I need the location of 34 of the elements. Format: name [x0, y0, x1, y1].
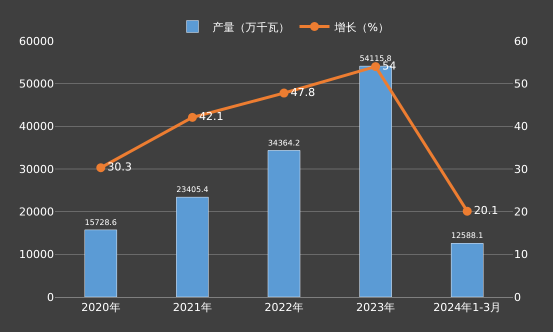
- y2-tick-label: 60: [514, 34, 528, 48]
- bar: [268, 150, 300, 297]
- x-tick-label: 2024年1-3月: [433, 301, 502, 314]
- x-tick-label: 2020年: [81, 301, 120, 314]
- y2-tick-label: 50: [514, 78, 528, 91]
- y-tick-label: 40000: [19, 120, 54, 134]
- point: [371, 62, 380, 72]
- y-tick-label: 50000: [19, 78, 54, 91]
- legend-label: 产量（万千瓦）: [212, 20, 290, 34]
- y-tick-label: 30000: [19, 162, 54, 176]
- point: [462, 206, 472, 216]
- y-tick-label: 60000: [19, 34, 54, 48]
- bar: [176, 196, 209, 297]
- y-tick-label: 20000: [19, 206, 54, 219]
- y2-tick-label: 40: [514, 120, 528, 134]
- point: [188, 112, 197, 122]
- data-label: 20.1: [474, 204, 498, 217]
- y2-tick-label: 10: [514, 248, 528, 262]
- x-tick-label: 2023年: [356, 301, 396, 314]
- point: [280, 88, 288, 98]
- y-tick-label: 10000: [19, 248, 54, 262]
- x-tick-label: 2021年: [172, 301, 212, 314]
- y2-tick-label: 20: [514, 206, 528, 219]
- x-tick-label: 2022年: [264, 301, 304, 314]
- bar: [84, 230, 118, 297]
- y2-tick-label: 0: [514, 290, 521, 304]
- y2-tick-label: 30: [514, 162, 528, 176]
- point: [96, 163, 106, 172]
- data-label: 30.3: [107, 160, 132, 174]
- legend-label: 增长（%）: [334, 20, 389, 34]
- data-label: 47.8: [290, 86, 316, 99]
- y-tick-label: 0: [47, 290, 54, 304]
- data-label: 42.1: [199, 110, 224, 124]
- bar: [450, 243, 484, 297]
